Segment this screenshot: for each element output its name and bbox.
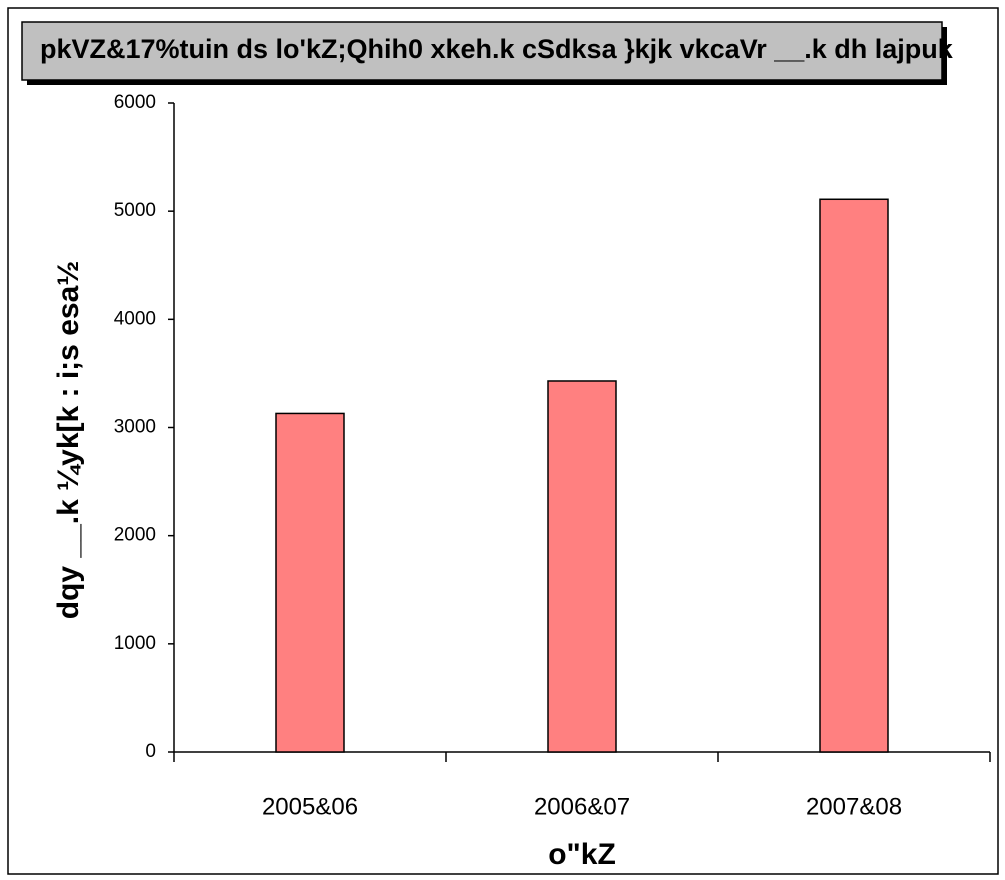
y-axis-title: dqy __.k ¼yk[k : i;s esa½ [52, 261, 85, 620]
y-tick-label: 3000 [114, 417, 156, 438]
y-tick-label: 6000 [114, 92, 156, 113]
x-tick-label: 2005&06 [262, 793, 358, 820]
x-tick-label: 2007&08 [806, 793, 902, 820]
x-tick-label: 2006&07 [534, 793, 630, 820]
title-box [21, 21, 943, 81]
y-tick-label: 4000 [114, 308, 156, 329]
x-axis-title: o"kZ [548, 838, 616, 871]
chart-title: pkVZ&17%tuin ds lo'kZ;Qhih0 xkeh.k cSdks… [40, 34, 954, 64]
y-tick-label: 1000 [114, 633, 156, 654]
y-tick-label: 2000 [114, 525, 156, 546]
bar [547, 380, 617, 753]
bar [819, 198, 889, 753]
bar [275, 412, 345, 753]
y-tick-label: 5000 [114, 200, 156, 221]
y-tick-label: 0 [145, 741, 156, 762]
